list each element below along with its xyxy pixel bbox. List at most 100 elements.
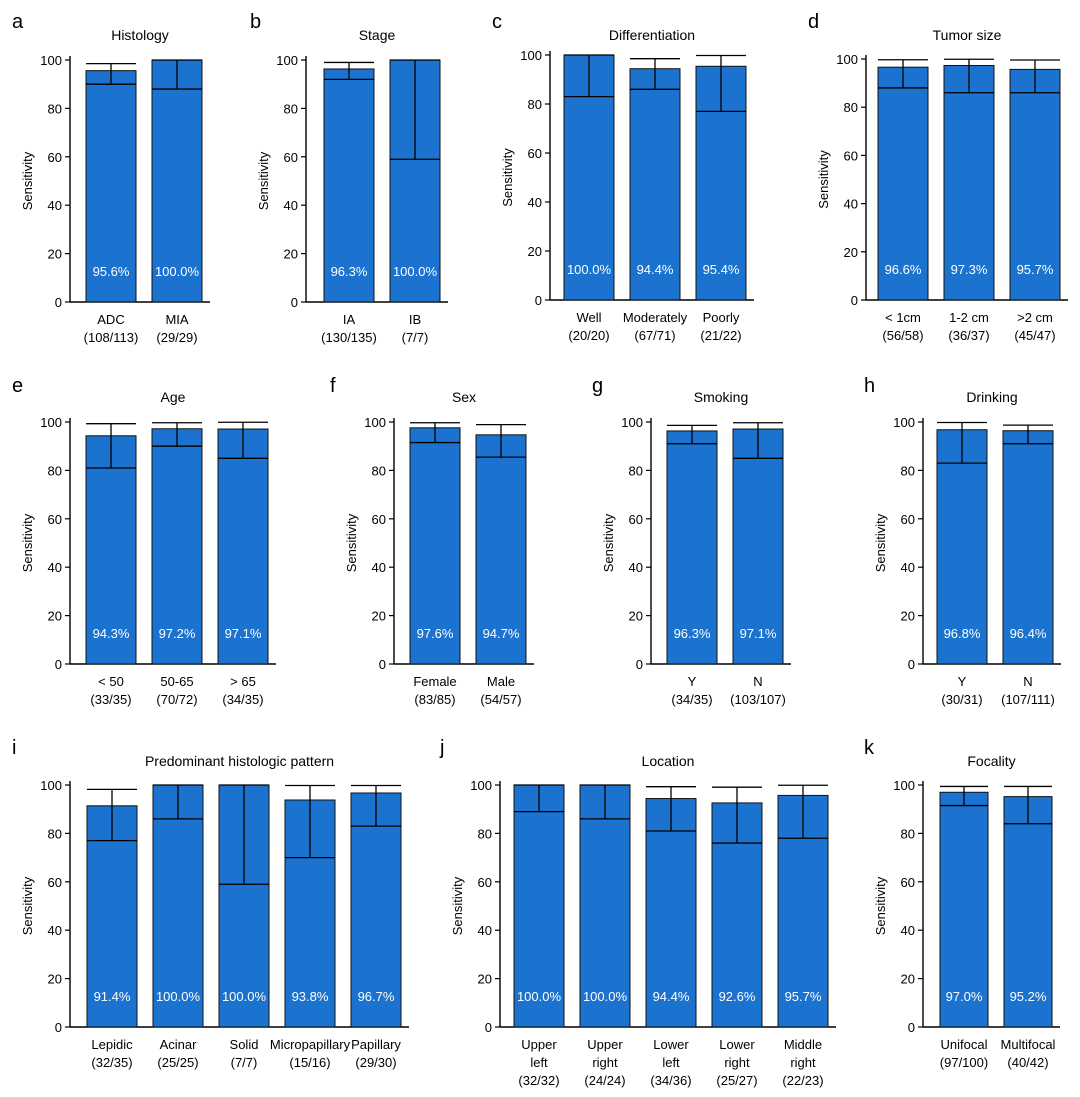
x-tick-label: IB: [409, 312, 421, 327]
panel-title-f: Sex: [452, 389, 476, 405]
y-tick-label: 60: [372, 512, 386, 527]
y-tick-label: 80: [372, 463, 386, 478]
x-tick-label: Acinar: [160, 1037, 198, 1052]
y-tick-label: 80: [528, 97, 542, 112]
y-tick-label: 40: [901, 560, 915, 575]
bar: [666, 430, 718, 665]
y-tick-label: 100: [621, 415, 643, 430]
data-label: 97.1%: [225, 626, 262, 641]
x-tick-label: (7/7): [231, 1055, 258, 1070]
y-axis-label-h: Sensitivity: [873, 513, 888, 572]
x-tick-label: Upper: [587, 1037, 623, 1052]
y-tick-label: 0: [55, 1020, 62, 1035]
panel-f: f Sex Sensitivity 0 20 40 60 80 100 97.6% Female (8…: [330, 375, 534, 707]
panel-letter-j: j: [439, 737, 444, 759]
data-label: 95.7%: [1017, 262, 1054, 277]
y-tick-label: 60: [48, 150, 62, 165]
x-tick-label: (34/36): [650, 1073, 691, 1088]
x-tick-label: (29/29): [156, 330, 197, 345]
x-tick-label: Lower: [719, 1037, 755, 1052]
x-tick-label: right: [724, 1055, 750, 1070]
y-tick-label: 20: [478, 972, 492, 987]
y-tick-label: 60: [48, 512, 62, 527]
x-tick-label: Lepidic: [91, 1037, 133, 1052]
data-label: 96.3%: [674, 626, 711, 641]
y-tick-label: 0: [485, 1020, 492, 1035]
data-label: 96.6%: [885, 262, 922, 277]
data-label: 97.6%: [417, 626, 454, 641]
data-label: 95.2%: [1010, 989, 1047, 1004]
data-label: 96.3%: [331, 264, 368, 279]
x-tick-label: (97/100): [940, 1055, 988, 1070]
y-axis-label-a: Sensitivity: [20, 151, 35, 210]
y-tick-label: 20: [48, 609, 62, 624]
x-tick-label: (34/35): [222, 692, 263, 707]
y-tick-label: 20: [901, 972, 915, 987]
x-tick-label: IA: [343, 312, 356, 327]
y-axis-label-b: Sensitivity: [256, 151, 271, 210]
y-tick-label: 100: [470, 778, 492, 793]
y-tick-label: 100: [520, 48, 542, 63]
y-tick-label: 20: [844, 245, 858, 260]
bar: [85, 435, 137, 665]
y-tick-label: 80: [901, 826, 915, 841]
data-label: 100.0%: [156, 989, 201, 1004]
bar: [936, 429, 988, 665]
x-tick-label: left: [662, 1055, 680, 1070]
y-tick-label: 0: [908, 657, 915, 672]
x-tick-label: Middle: [784, 1037, 822, 1052]
y-tick-label: 0: [535, 293, 542, 308]
x-tick-label: (24/24): [584, 1073, 625, 1088]
panel-letter-h: h: [864, 375, 875, 397]
bar: [1009, 68, 1061, 301]
y-tick-label: 40: [528, 195, 542, 210]
y-tick-label: 60: [478, 875, 492, 890]
x-tick-label: (21/22): [700, 328, 741, 343]
data-label: 97.2%: [159, 626, 196, 641]
y-tick-label: 40: [48, 560, 62, 575]
panel-title-j: Location: [642, 753, 695, 769]
x-tick-label: (15/16): [289, 1055, 330, 1070]
y-tick-label: 80: [48, 101, 62, 116]
y-tick-label: 40: [284, 198, 298, 213]
y-axis-label-f: Sensitivity: [344, 513, 359, 572]
panel-i: i Predominant histologic pattern Sensitivi…: [12, 737, 409, 1070]
panel-k: k Focality Sensitivity 0 20 40 60 80 100 97.0% Uni…: [864, 737, 1060, 1070]
data-label: 92.6%: [719, 989, 756, 1004]
x-tick-label: Y: [958, 674, 967, 689]
y-tick-label: 100: [836, 52, 858, 67]
x-tick-label: Micropapillary: [270, 1037, 351, 1052]
panel-j: j Location Sensitivity 0 20 40 60 80 100 100.0% Up…: [439, 737, 836, 1088]
x-tick-label: (33/35): [90, 692, 131, 707]
x-tick-label: (56/58): [882, 328, 923, 343]
panel-title-b: Stage: [359, 27, 396, 43]
x-tick-label: Male: [487, 674, 515, 689]
x-tick-label: (32/35): [91, 1055, 132, 1070]
data-label: 97.0%: [946, 989, 983, 1004]
bar: [85, 70, 137, 303]
x-tick-label: Well: [576, 310, 601, 325]
y-tick-label: 80: [844, 100, 858, 115]
bar: [217, 428, 269, 665]
panel-c: c Differentiation Sensitivity 0 20 40 60 80 100 1…: [492, 11, 754, 343]
data-label: 91.4%: [94, 989, 131, 1004]
y-tick-label: 0: [851, 293, 858, 308]
data-label: 100.0%: [393, 264, 438, 279]
y-tick-label: 100: [40, 778, 62, 793]
y-tick-label: 0: [379, 657, 386, 672]
x-tick-label: (34/35): [671, 692, 712, 707]
panel-title-c: Differentiation: [609, 27, 695, 43]
y-tick-label: 100: [893, 778, 915, 793]
x-tick-label: (29/30): [355, 1055, 396, 1070]
y-tick-label: 40: [901, 923, 915, 938]
x-tick-label: (25/25): [157, 1055, 198, 1070]
panel-letter-d: d: [808, 11, 819, 33]
bar: [732, 428, 784, 665]
x-tick-label: MIA: [165, 312, 188, 327]
bar: [1003, 796, 1053, 1028]
y-tick-label: 100: [364, 415, 386, 430]
y-tick-label: 0: [291, 295, 298, 310]
x-tick-label: Lower: [653, 1037, 689, 1052]
x-tick-label: Moderately: [623, 310, 688, 325]
